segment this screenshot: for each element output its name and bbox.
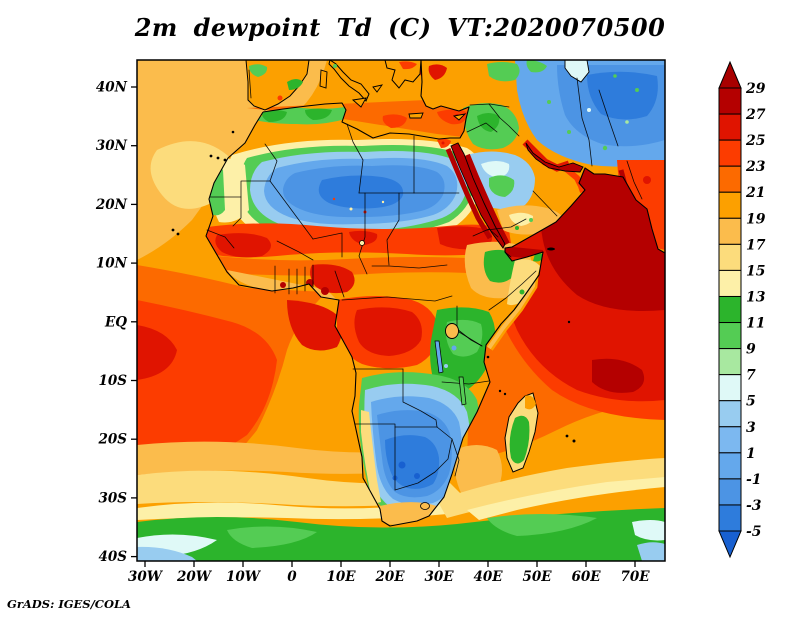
colorbar-segment <box>718 165 742 193</box>
red-sea <box>450 142 506 249</box>
x-tick-label: 30E <box>424 569 454 585</box>
madagascar <box>504 392 539 473</box>
colorbar-segment <box>718 400 742 428</box>
colorbar-label: 1 <box>746 446 756 462</box>
y-tick-label: 30S <box>98 490 127 506</box>
colorbar-segment <box>718 87 742 115</box>
colorbar-label: 3 <box>746 420 756 436</box>
land-field-shading <box>206 60 665 526</box>
colorbar-arrow-bottom <box>718 530 742 559</box>
y-tick-label: 40S <box>98 549 127 565</box>
colorbar-segment <box>718 322 742 350</box>
persian-gulf <box>525 142 584 173</box>
socotra <box>547 247 555 251</box>
crete <box>408 112 424 119</box>
colorbar-label: 19 <box>746 211 766 227</box>
colorbar-label: 27 <box>745 107 766 123</box>
colorbar-label: 15 <box>746 263 765 279</box>
lake-chad <box>359 240 365 246</box>
iberia <box>245 60 310 111</box>
lesotho-border <box>420 502 430 510</box>
colorbar-label: 29 <box>745 81 766 97</box>
colorbar-label: -1 <box>746 472 762 488</box>
colorbar-label: -5 <box>746 524 762 540</box>
colorbar-label: 25 <box>745 133 765 149</box>
country-borders <box>206 69 643 510</box>
italy <box>319 60 384 108</box>
x-tick-label: 60E <box>571 569 601 585</box>
y-tick-label: 40N <box>96 80 128 96</box>
colorbar-segment <box>718 191 742 219</box>
colorbar-label: -3 <box>746 498 762 514</box>
colorbar-label: 7 <box>746 368 756 384</box>
x-tick-label: 10E <box>326 569 356 585</box>
y-tick-label: 20S <box>97 432 127 448</box>
y-axis: 40N 30N 20N 10N EQ 10S 20S 30S 40S <box>95 80 137 565</box>
x-tick-label: 20E <box>374 569 405 585</box>
y-tick-label: 10N <box>96 256 128 272</box>
cyprus <box>452 113 467 121</box>
lake-malawi <box>458 376 467 406</box>
y-tick-label: EQ <box>104 314 127 330</box>
greece-balkans <box>384 60 467 121</box>
colorbar-segment <box>718 426 742 454</box>
colorbar: 29 27 25 23 21 19 17 15 13 11 9 7 5 3 1 -1 -3 -5 <box>718 60 766 559</box>
colorbar-segment <box>718 269 742 297</box>
x-tick-label: 40E <box>473 569 503 585</box>
x-tick-label: 30W <box>128 569 164 585</box>
plot-title: 2m dewpoint Td (C) VT:2020070500 <box>134 13 666 42</box>
colorbar-label: 21 <box>745 185 765 201</box>
island-dots <box>171 130 576 443</box>
colorbar-label: 17 <box>746 237 766 253</box>
colorbar-segment <box>718 452 742 480</box>
lake-victoria <box>445 323 459 339</box>
colorbar-label: 13 <box>746 289 766 305</box>
x-tick-label: 10W <box>226 569 262 585</box>
colorbar-segment <box>718 113 742 141</box>
plot-area <box>137 60 665 561</box>
caspian-sea <box>564 60 590 83</box>
colorbar-label: 11 <box>746 316 765 332</box>
x-axis: 30W 20W 10W 0 10E 20E 30E 40E 50E 60E 70E <box>128 561 650 585</box>
plot-frame <box>136 59 666 562</box>
colorbar-label: 23 <box>745 159 766 175</box>
colorbar-label: 5 <box>746 394 756 410</box>
colorbar-arrow-top <box>718 60 742 89</box>
colorbar-segment <box>718 478 742 506</box>
x-tick-label: 50E <box>522 569 552 585</box>
grads-credit: GrADS: IGES/COLA <box>7 597 131 611</box>
sardinia-corsica <box>319 69 328 89</box>
x-tick-label: 20W <box>176 569 213 585</box>
y-tick-label: 30N <box>96 138 128 154</box>
colorbar-segment <box>718 217 742 245</box>
lake-tanganyika <box>434 340 444 374</box>
x-tick-label: 0 <box>287 569 297 585</box>
colorbar-segment <box>718 504 742 532</box>
colorbar-segment <box>718 139 742 167</box>
colorbar-label: 9 <box>746 342 756 358</box>
colorbar-segment <box>718 374 742 402</box>
colorbar-segment <box>718 243 742 271</box>
colorbar-segment <box>718 348 742 376</box>
sicily <box>351 97 367 108</box>
x-tick-label: 70E <box>620 569 650 585</box>
y-tick-label: 20N <box>95 197 128 213</box>
y-tick-label: 10S <box>98 373 127 389</box>
colorbar-segment <box>718 295 742 324</box>
